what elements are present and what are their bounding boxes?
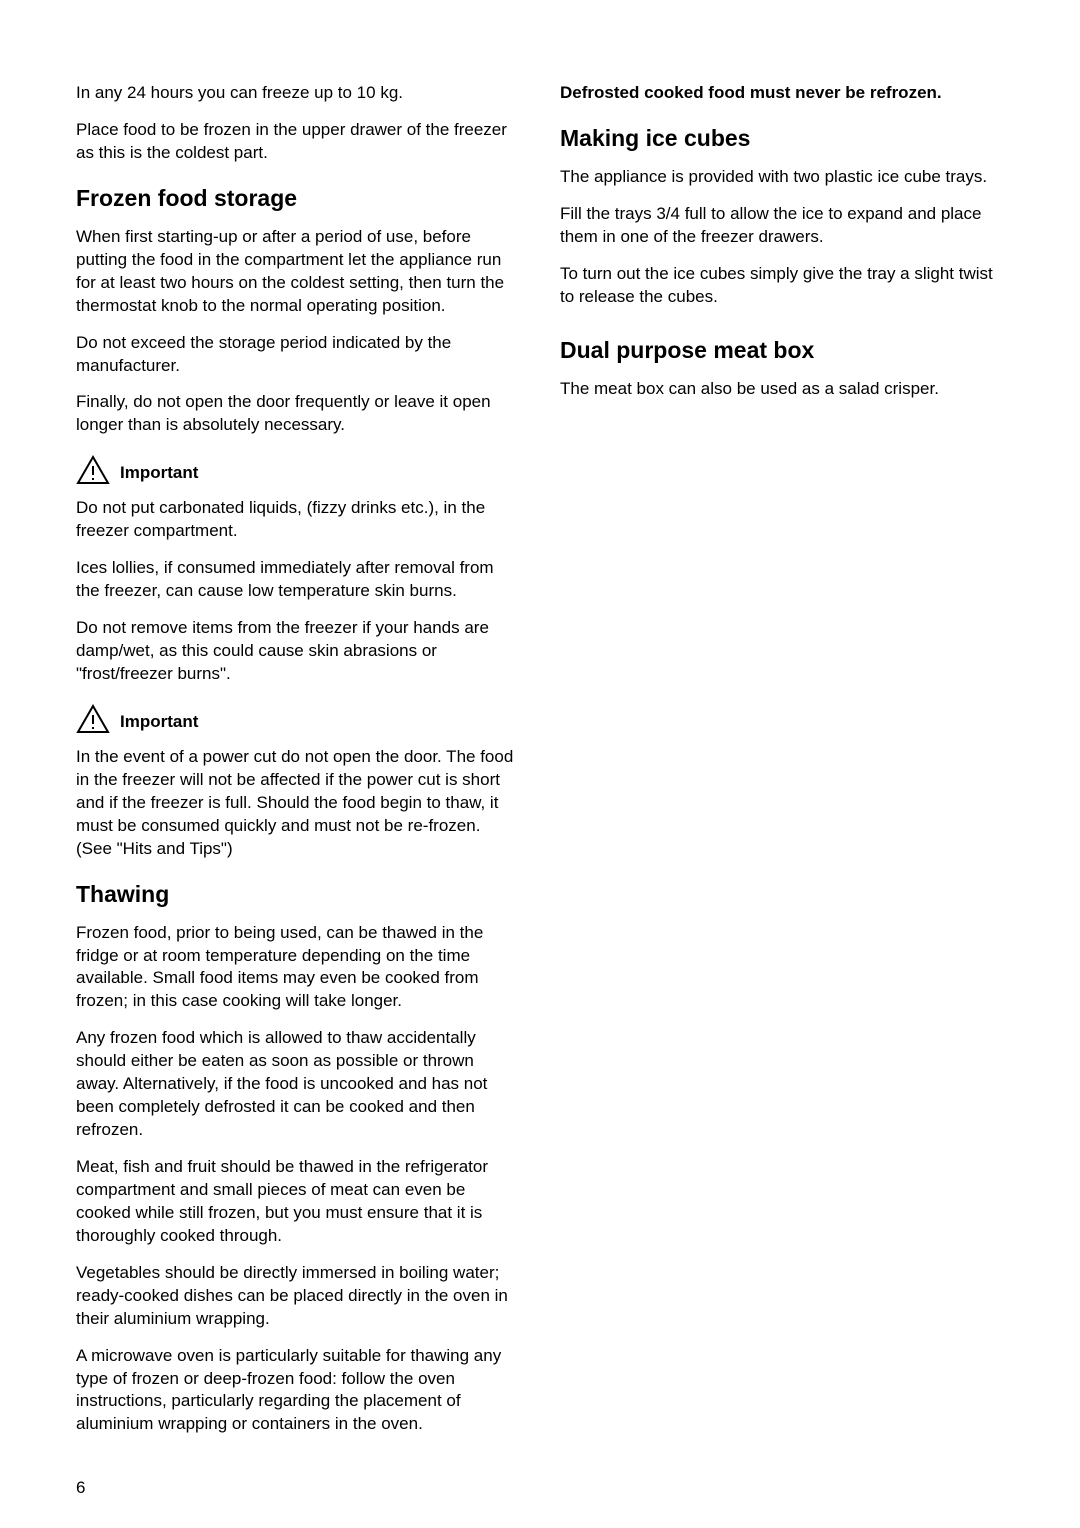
body-text: Ices lollies, if consumed immediately af…	[76, 557, 520, 603]
body-text: In any 24 hours you can freeze up to 10 …	[76, 82, 520, 105]
heading-frozen-food-storage: Frozen food storage	[76, 185, 520, 212]
body-text: Any frozen food which is allowed to thaw…	[76, 1027, 520, 1142]
body-text: Frozen food, prior to being used, can be…	[76, 922, 520, 1014]
body-text: Do not remove items from the freezer if …	[76, 617, 520, 686]
heading-thawing: Thawing	[76, 881, 520, 908]
heading-dual-purpose-meat-box: Dual purpose meat box	[560, 337, 1004, 364]
body-text: Fill the trays 3/4 full to allow the ice…	[560, 203, 1004, 249]
body-text: Do not exceed the storage period indicat…	[76, 332, 520, 378]
body-text: Finally, do not open the door frequently…	[76, 391, 520, 437]
warning-icon	[76, 704, 110, 734]
body-text: Do not put carbonated liquids, (fizzy dr…	[76, 497, 520, 543]
right-column: Defrosted cooked food must never be refr…	[560, 82, 1004, 1450]
important-label: Important	[120, 712, 198, 734]
important-label: Important	[120, 463, 198, 485]
page-number: 6	[76, 1478, 85, 1498]
body-text: The appliance is provided with two plast…	[560, 166, 1004, 189]
body-text: Place food to be frozen in the upper dra…	[76, 119, 520, 165]
body-text: In the event of a power cut do not open …	[76, 746, 520, 861]
body-text: A microwave oven is particularly suitabl…	[76, 1345, 520, 1437]
body-text: The meat box can also be used as a salad…	[560, 378, 1004, 401]
body-text: Meat, fish and fruit should be thawed in…	[76, 1156, 520, 1248]
bold-warning-text: Defrosted cooked food must never be refr…	[560, 82, 1004, 105]
page-container: In any 24 hours you can freeze up to 10 …	[76, 82, 1004, 1450]
body-text: Vegetables should be directly immersed i…	[76, 1262, 520, 1331]
important-callout: Important	[76, 455, 520, 485]
important-callout: Important	[76, 704, 520, 734]
warning-icon	[76, 455, 110, 485]
left-column: In any 24 hours you can freeze up to 10 …	[76, 82, 520, 1450]
heading-making-ice-cubes: Making ice cubes	[560, 125, 1004, 152]
body-text: When first starting-up or after a period…	[76, 226, 520, 318]
body-text: To turn out the ice cubes simply give th…	[560, 263, 1004, 309]
